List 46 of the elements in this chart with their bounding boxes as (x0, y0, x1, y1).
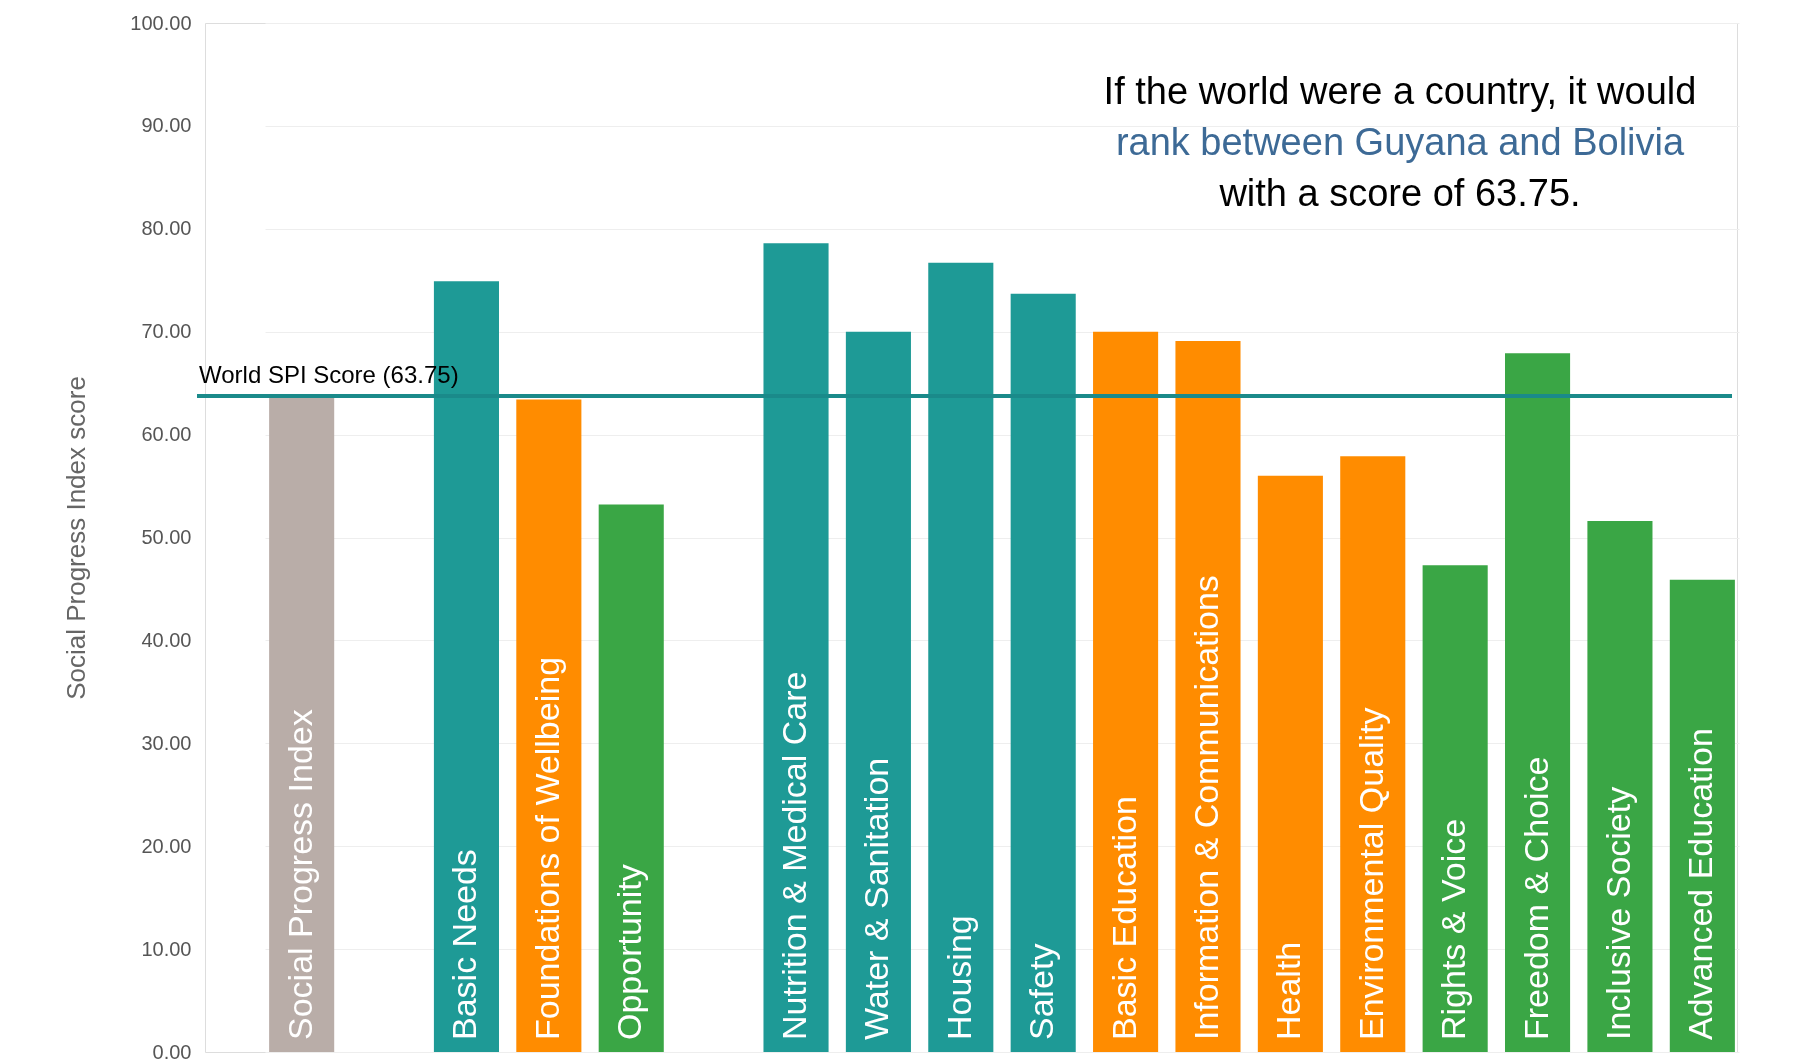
bar (1505, 353, 1571, 1052)
y-tick-label: 50.00 (141, 526, 192, 548)
y-tick-label: 100.00 (130, 11, 192, 34)
y-axis-title: Social Progress Index score (61, 376, 92, 700)
x-tick-label: Basic Needs (445, 849, 484, 1040)
x-tick-label: Environmental Quality (1351, 707, 1390, 1040)
bar (1010, 293, 1076, 1052)
bar (1669, 579, 1735, 1052)
bar (1257, 475, 1323, 1052)
annotation: rank between Guyana and Bolivia (1115, 121, 1685, 163)
bar (1340, 456, 1406, 1052)
x-tick-label: Freedom & Choice (1516, 756, 1555, 1040)
y-tick-label: 10.00 (141, 937, 192, 960)
y-tick-label: 0.00 (152, 1040, 192, 1063)
bar (269, 395, 335, 1052)
x-tick-label: Basic Education (1104, 796, 1143, 1040)
x-tick-label: Advanced Education (1681, 728, 1720, 1040)
x-tick-label: Social Progress Index (280, 709, 319, 1040)
y-tick-label: 20.00 (141, 834, 192, 857)
x-tick-label: Inclusive Society (1598, 786, 1637, 1040)
y-tick-label: 70.00 (141, 320, 192, 343)
y-tick-label: 60.00 (141, 423, 192, 446)
bar (598, 504, 664, 1052)
x-tick-label: Rights & Voice (1434, 818, 1473, 1040)
bar (928, 262, 994, 1052)
x-tick-label: Information & Communications (1186, 575, 1225, 1040)
bar (1175, 340, 1241, 1052)
y-tick-label: 40.00 (141, 628, 192, 651)
y-tick-label: 30.00 (141, 731, 192, 754)
x-tick-label: Nutrition & Medical Care (775, 671, 814, 1040)
annotation: If the world were a country, it would (1103, 70, 1697, 112)
bar (1093, 331, 1159, 1052)
x-tick-label: Water & Sanitation (857, 757, 896, 1040)
x-tick-label: Foundations of Wellbeing (527, 656, 566, 1040)
bar (1422, 565, 1488, 1052)
annotation: with a score of 63.75. (1218, 172, 1581, 214)
bar (516, 399, 582, 1052)
bar (845, 331, 911, 1052)
x-tick-label: Housing (939, 915, 978, 1040)
y-tick-label: 80.00 (141, 217, 192, 240)
x-tick-label: Health (1269, 941, 1308, 1040)
x-tick-label: Opportunity (610, 864, 649, 1040)
bar (1587, 521, 1653, 1052)
x-tick-label: Safety (1022, 943, 1061, 1040)
bar (763, 243, 829, 1052)
y-tick-label: 90.00 (141, 114, 192, 137)
